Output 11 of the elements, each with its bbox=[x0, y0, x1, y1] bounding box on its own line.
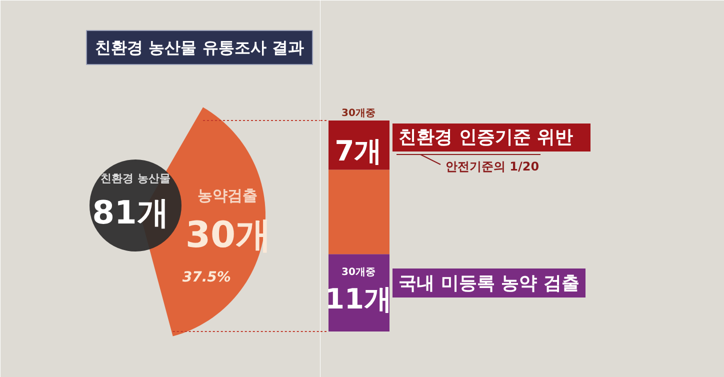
text: 81개 bbox=[92, 194, 169, 232]
chart-title: 친환경 농산물 유통조사 결과 bbox=[95, 38, 304, 57]
text: 친환경 농산물 bbox=[100, 172, 170, 185]
slice-label: 농약검출 bbox=[197, 186, 258, 205]
data-label: 7개 bbox=[334, 134, 382, 168]
text: 30개중 bbox=[342, 108, 376, 119]
text: 친환경 인증기준 위반 bbox=[398, 127, 574, 148]
text: 국내 미등록 농약 검출 bbox=[398, 273, 580, 294]
data-label: 37.5% bbox=[182, 270, 231, 286]
text: 안전기준의 1/20 bbox=[446, 160, 540, 174]
annotation: 30개중 bbox=[342, 267, 376, 278]
